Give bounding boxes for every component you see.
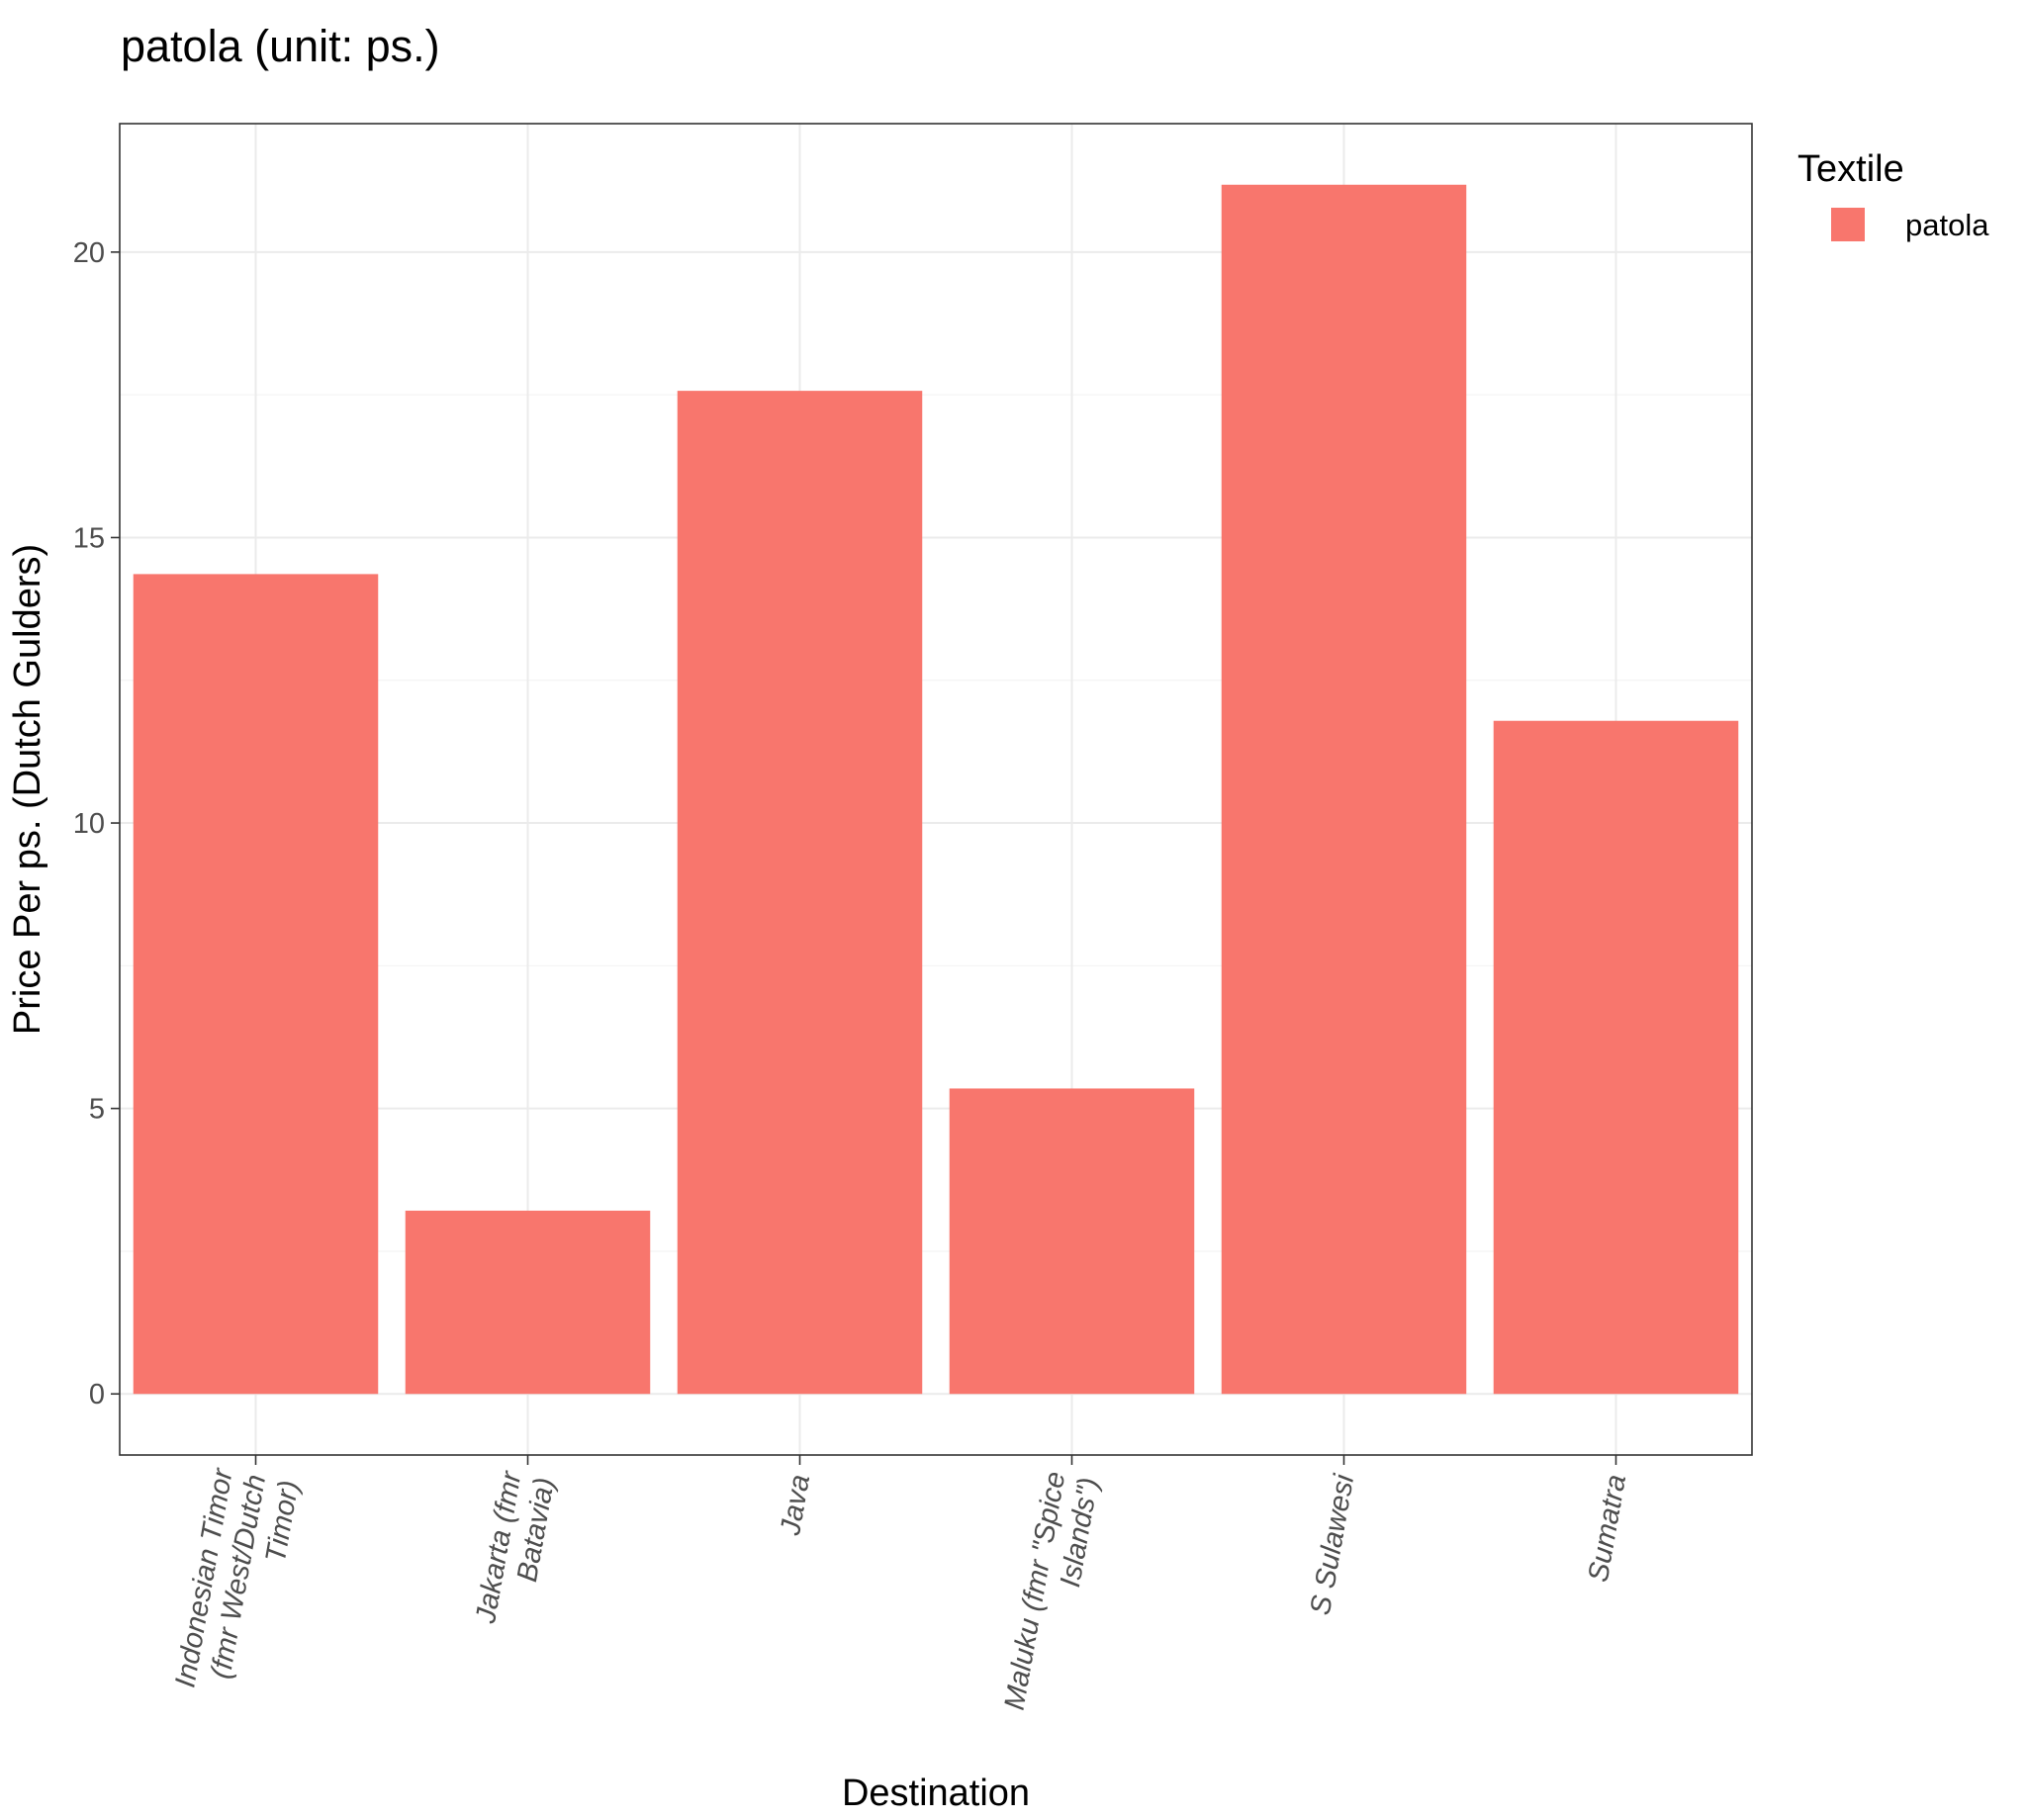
x-tick-label: Jakarta (fmrBatavia) — [470, 1468, 561, 1632]
legend: Textile patola — [1797, 148, 1989, 242]
x-tick-label: Maluku (fmr "SpiceIslands") — [999, 1469, 1105, 1718]
bar — [133, 574, 379, 1395]
bars — [133, 184, 1739, 1395]
legend-label-patola: patola — [1905, 208, 1989, 242]
y-tick-label: 5 — [89, 1094, 105, 1126]
bar — [677, 391, 923, 1395]
legend-title: Textile — [1797, 148, 1904, 190]
chart-title: patola (unit: ps.) — [121, 21, 440, 71]
x-axis-title: Destination — [842, 1773, 1030, 1814]
x-tick-label-line: Java — [775, 1472, 816, 1538]
y-tick-label: 20 — [73, 237, 105, 269]
y-tick-label: 0 — [89, 1379, 105, 1410]
bar — [405, 1210, 651, 1395]
y-axis: 0 5 10 15 20 — [73, 237, 120, 1410]
bar — [949, 1088, 1195, 1395]
legend-key-patola — [1831, 208, 1865, 241]
y-tick-label: 15 — [73, 522, 105, 554]
x-tick-label-line: Sumatra — [1583, 1472, 1633, 1585]
plot-panel-border — [119, 123, 1753, 1456]
x-tick-label-line: S Sulawesi — [1305, 1471, 1361, 1617]
x-tick-label: Sumatra — [1583, 1472, 1633, 1585]
bar — [1221, 184, 1467, 1395]
bar — [1493, 720, 1739, 1395]
x-tick-label: S Sulawesi — [1305, 1471, 1361, 1617]
x-tick-label: Indonesian Timor(fmr West/DutchTimor) — [169, 1465, 306, 1701]
x-axis: Indonesian Timor(fmr West/DutchTimor) Jak… — [169, 1455, 1633, 1718]
x-tick-label-line: Maluku (fmr "Spice — [999, 1469, 1072, 1712]
y-axis-title: Price Per ps. (Dutch Gulders) — [7, 544, 48, 1035]
x-tick-label: Java — [775, 1472, 816, 1538]
y-tick-label: 10 — [73, 808, 105, 840]
